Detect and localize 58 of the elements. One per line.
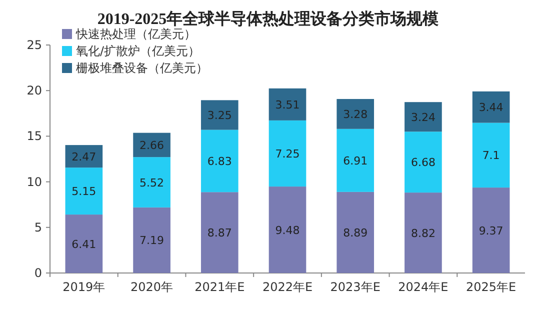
data-label: 8.87 bbox=[207, 226, 232, 240]
bar bbox=[65, 168, 103, 215]
bar bbox=[65, 145, 103, 168]
chart-title: 2019-2025年全球半导体热处理设备分类市场规模 bbox=[97, 10, 439, 28]
data-label: 3.51 bbox=[275, 98, 300, 112]
data-label: 9.48 bbox=[275, 224, 300, 237]
x-tick-label: 2023年E bbox=[330, 280, 380, 294]
x-tick-label: 2024年E bbox=[398, 280, 448, 294]
data-label: 3.44 bbox=[478, 101, 504, 114]
bar bbox=[336, 128, 374, 192]
data-label: 7.19 bbox=[140, 234, 164, 248]
x-tick-label: 2025年E bbox=[466, 280, 516, 294]
y-tick-label: 5 bbox=[34, 220, 42, 234]
data-label: 6.68 bbox=[410, 156, 436, 170]
legend-label: 氧化/扩散炉（亿美元） bbox=[76, 44, 200, 58]
bar bbox=[404, 132, 442, 193]
x-tick-label: 2021年E bbox=[194, 280, 245, 294]
bar bbox=[133, 207, 170, 273]
bar bbox=[268, 186, 306, 273]
legend-label: 快速热处理（亿美元） bbox=[75, 27, 196, 41]
x-tick-label: 2022年E bbox=[262, 280, 313, 294]
data-label: 9.37 bbox=[478, 224, 504, 238]
y-tick-label: 15 bbox=[26, 129, 42, 144]
bar bbox=[133, 157, 170, 208]
data-label: 8.89 bbox=[343, 226, 368, 240]
bar bbox=[200, 100, 238, 130]
bar bbox=[268, 120, 306, 187]
x-tick-label: 2020年 bbox=[130, 280, 174, 294]
bar bbox=[404, 102, 442, 132]
bar bbox=[200, 130, 238, 192]
data-label: 5.15 bbox=[72, 185, 96, 198]
bar bbox=[200, 192, 238, 273]
bar bbox=[404, 192, 442, 273]
x-tick-label: 2019年 bbox=[62, 280, 106, 294]
data-label: 6.41 bbox=[72, 238, 96, 251]
bar bbox=[268, 88, 306, 120]
data-label: 5.52 bbox=[140, 176, 164, 190]
data-label: 6.91 bbox=[343, 154, 368, 168]
bar bbox=[65, 214, 103, 273]
data-label: 2.66 bbox=[140, 138, 164, 152]
data-label: 6.83 bbox=[207, 154, 232, 168]
bar bbox=[336, 98, 374, 129]
bar bbox=[472, 122, 510, 188]
bar bbox=[472, 91, 510, 123]
y-tick-label: 0 bbox=[34, 266, 42, 280]
y-tick-label: 10 bbox=[26, 174, 42, 189]
data-label: 3.25 bbox=[207, 108, 232, 122]
y-tick-label: 25 bbox=[26, 38, 42, 52]
data-label: 2.47 bbox=[72, 150, 96, 164]
data-label: 3.28 bbox=[343, 108, 368, 121]
bar bbox=[472, 188, 510, 273]
data-label: 3.24 bbox=[410, 110, 436, 124]
data-label: 7.1 bbox=[482, 149, 500, 162]
data-label: 7.25 bbox=[275, 147, 300, 160]
data-label: 8.82 bbox=[410, 226, 436, 240]
bar bbox=[336, 192, 374, 273]
y-tick-label: 20 bbox=[26, 84, 42, 98]
legend-label: 栅极堆叠设备（亿美元） bbox=[76, 61, 208, 75]
